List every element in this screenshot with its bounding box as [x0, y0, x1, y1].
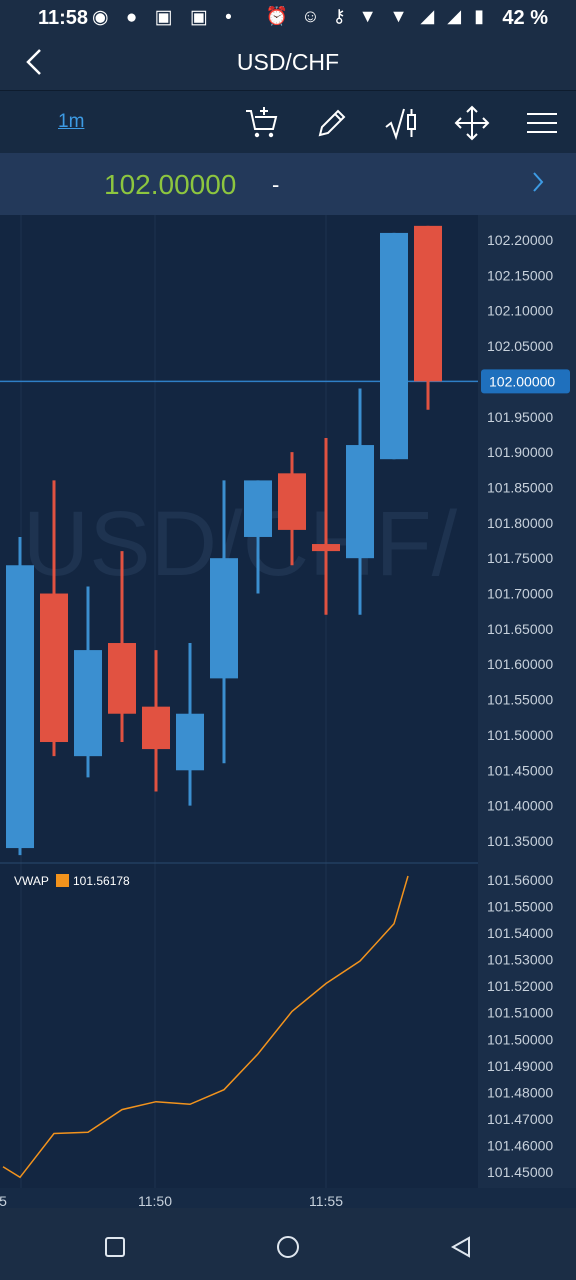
vwap-legend-value: 101.56178 [73, 874, 130, 888]
vwap-axis-tick: 101.56000 [487, 872, 553, 888]
candle-body [278, 473, 306, 530]
vwap-axis-tick: 101.54000 [487, 925, 553, 941]
move-icon[interactable] [454, 105, 490, 141]
vwap-legend: VWAP 101.56178 [14, 874, 130, 888]
vwap-axis-tick: 101.53000 [487, 952, 553, 968]
status-bar: 11:58 ◉ ● ▣ ▣ • ⏰ ☺ ⚷ ▼ ▼ ◢ ◢ ▮ 42 % [0, 0, 576, 36]
timeframe-selector[interactable]: 1m [58, 111, 84, 133]
candle-body [414, 226, 442, 382]
home-icon[interactable] [276, 1235, 300, 1259]
vwap-legend-swatch [56, 874, 69, 887]
price-axis-tick: 101.85000 [487, 479, 553, 495]
system-status-icons: ⏰ ☺ ⚷ ▼ ▼ ◢ ◢ ▮ [266, 6, 488, 27]
candle-body [210, 558, 238, 678]
vwap-axis-tick: 101.52000 [487, 978, 553, 994]
symbol-watermark: USD/CHF/ [23, 493, 458, 595]
price-axis-tick: 101.60000 [487, 656, 553, 672]
price-axis-tick: 101.50000 [487, 727, 553, 743]
price-axis-tick: 101.70000 [487, 586, 553, 602]
candle-body [346, 445, 374, 558]
system-nav-bar [0, 1208, 576, 1280]
candle-body [244, 480, 272, 537]
price-bar[interactable]: 102.00000 - [0, 153, 576, 215]
time-axis-tick: 11:50 [138, 1193, 172, 1208]
vwap-axis-tick: 101.51000 [487, 1005, 553, 1021]
chart-toolbar: 1m [0, 90, 576, 153]
price-axis-tick: 101.65000 [487, 621, 553, 637]
notification-icons: ◉ ● ▣ ▣ • [92, 6, 238, 29]
vwap-axis-tick: 101.55000 [487, 899, 553, 915]
candle-body [74, 650, 102, 756]
page-title: USD/CHF [0, 49, 576, 76]
menu-icon[interactable] [524, 105, 560, 141]
price-axis-tick: 101.95000 [487, 409, 553, 425]
candle-body [6, 565, 34, 848]
add-to-cart-icon[interactable] [244, 105, 280, 141]
vwap-axis-tick: 101.46000 [487, 1137, 553, 1153]
price-axis-tick: 101.45000 [487, 762, 553, 778]
price-axis-tick: 101.35000 [487, 833, 553, 849]
chevron-right-icon[interactable] [530, 167, 546, 197]
time-axis-tick: 5 [0, 1193, 7, 1208]
price-axis-tick: 102.10000 [487, 303, 553, 319]
price-axis-tick: 101.80000 [487, 515, 553, 531]
candle-body [176, 714, 204, 771]
candle-body [40, 594, 68, 742]
vwap-axis-tick: 101.49000 [487, 1058, 553, 1074]
candle-body [312, 544, 340, 551]
pencil-icon[interactable] [314, 105, 350, 141]
current-price: 102.00000 [104, 169, 236, 201]
price-axis-tick: 102.05000 [487, 338, 553, 354]
indicator-icon[interactable] [384, 105, 420, 141]
price-axis-tick: 101.75000 [487, 550, 553, 566]
candle-body [380, 233, 408, 459]
vwap-legend-name: VWAP [14, 874, 49, 888]
price-axis-tick: 101.40000 [487, 798, 553, 814]
time-axis-tick: 11:55 [309, 1193, 343, 1208]
recent-apps-icon[interactable] [104, 1236, 126, 1258]
price-axis-tick: 101.90000 [487, 444, 553, 460]
price-change: - [272, 172, 279, 198]
battery-level: 42 % [502, 7, 548, 30]
back-nav-icon[interactable] [450, 1236, 472, 1258]
price-axis-tick: 101.55000 [487, 692, 553, 708]
price-axis-tick: 102.20000 [487, 232, 553, 248]
price-axis-tick: 102.15000 [487, 267, 553, 283]
app-bar: USD/CHF [0, 36, 576, 90]
vwap-axis-tick: 101.50000 [487, 1031, 553, 1047]
candle-body [142, 707, 170, 749]
vwap-axis-tick: 101.45000 [487, 1164, 553, 1180]
vwap-axis-tick: 101.48000 [487, 1084, 553, 1100]
candle-body [108, 643, 136, 714]
price-label: 102.00000 [489, 373, 555, 389]
vwap-axis-tick: 101.47000 [487, 1111, 553, 1127]
price-chart[interactable]: USD/CHF/ 102.20000 102.15000 102.10000 102.… [0, 215, 576, 1208]
status-time: 11:58 [38, 7, 88, 30]
